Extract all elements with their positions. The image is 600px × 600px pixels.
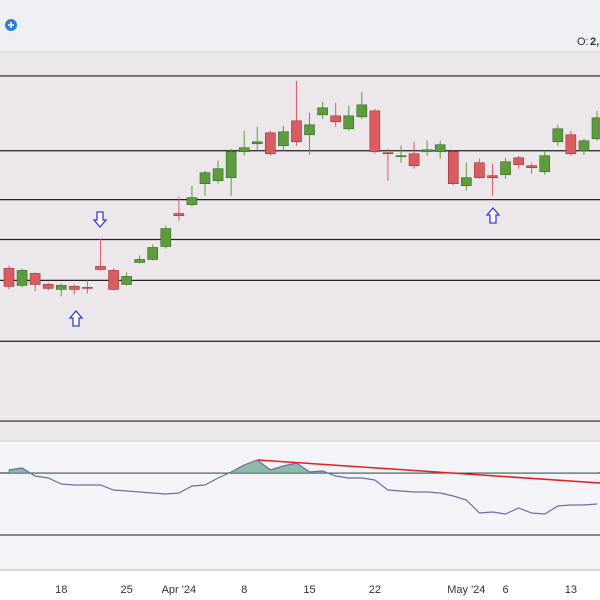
candle-body <box>356 104 368 118</box>
candle-body <box>225 151 237 178</box>
candle-body <box>69 286 80 290</box>
candle-body <box>265 132 276 155</box>
candle-body <box>3 268 15 287</box>
toolbar <box>0 0 600 52</box>
x-tick-label: 8 <box>241 584 247 596</box>
buy-arrow <box>485 207 501 224</box>
candle-body <box>147 247 159 260</box>
candle-body <box>42 284 54 289</box>
candle-body <box>395 155 407 158</box>
x-tick-label: 25 <box>120 584 132 596</box>
x-tick-label: 18 <box>55 584 67 596</box>
candle-body <box>278 131 289 147</box>
candle-body <box>513 157 524 166</box>
candle-body <box>565 134 577 155</box>
ohlc-value: 2, <box>590 36 599 48</box>
candle-body <box>474 162 485 178</box>
candle-body <box>447 151 459 184</box>
candle-body <box>591 117 600 140</box>
candle-body <box>199 172 211 184</box>
candle-body <box>461 177 472 186</box>
candle-body <box>55 285 67 290</box>
x-tick-label: 13 <box>565 584 577 596</box>
candle-body <box>487 175 498 178</box>
candle-body <box>552 128 564 143</box>
candle-body <box>108 270 119 290</box>
candle-body <box>526 165 537 169</box>
candle-body <box>16 270 28 286</box>
candle-body <box>29 273 41 285</box>
candle-body <box>539 155 551 172</box>
candle-body <box>160 228 172 247</box>
candle-body <box>500 161 511 175</box>
sell-arrow <box>92 211 108 228</box>
candle-body <box>134 259 145 263</box>
candle-body <box>317 107 328 116</box>
x-tick-label: 15 <box>303 584 315 596</box>
candle-body <box>186 197 198 205</box>
price-pane <box>0 53 600 440</box>
candle-body <box>304 124 315 136</box>
candle-body <box>251 141 263 145</box>
buy-arrow <box>68 310 84 327</box>
x-tick-label: 22 <box>369 584 381 596</box>
candle-body <box>173 213 185 216</box>
candle-body <box>212 168 224 181</box>
indicator-pane <box>0 443 600 570</box>
candle-body <box>578 140 590 152</box>
candle-body <box>421 149 433 153</box>
candle-body <box>382 152 394 155</box>
candle-body <box>369 110 381 153</box>
ohlc-label: O: <box>577 36 589 48</box>
indicator-line <box>8 459 598 515</box>
candle-body <box>434 144 446 153</box>
x-tick-label: 6 <box>502 584 508 596</box>
candle-body <box>291 120 302 143</box>
trend-line[interactable] <box>257 459 600 484</box>
candle-body <box>343 115 355 130</box>
candle-body <box>82 287 93 289</box>
candle-body <box>330 115 341 123</box>
x-tick-label: May '24 <box>447 584 485 596</box>
candle-body <box>408 153 420 167</box>
x-tick-label: Apr '24 <box>162 584 197 596</box>
candle-body <box>95 266 106 270</box>
candle-body <box>121 276 132 285</box>
add-icon <box>8 22 14 28</box>
candle-body <box>238 147 250 153</box>
